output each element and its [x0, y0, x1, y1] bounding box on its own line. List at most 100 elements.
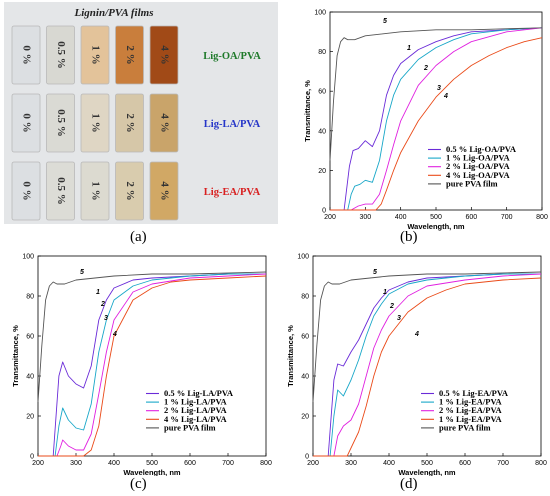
film-series-label: Lig-LA/PVA — [204, 119, 261, 130]
film-concentration-label: 1 % — [89, 181, 101, 200]
curve-number-label: 1 — [96, 289, 100, 296]
curve-number-label: 4 — [443, 93, 448, 100]
x-tick-label: 800 — [260, 460, 272, 467]
legend-entry: 4 % Lig-LA/PVA — [164, 414, 228, 424]
caption-c: (c) — [130, 476, 147, 492]
series-line — [313, 277, 542, 457]
series-line — [313, 273, 541, 457]
series-line — [312, 271, 542, 403]
curve-number-label: 2 — [423, 65, 428, 72]
y-axis-label: Transmittance, % — [303, 80, 312, 142]
x-axis-label: Wavelength, nm — [398, 468, 456, 476]
y-tick-label: 40 — [26, 374, 34, 381]
transmittance-chart-oa: 200 300 400 500 600 700 800 0 20 40 60 80 100 Wavelen… — [303, 10, 548, 232]
legend-entry: 1 % Lig-EA/PVA — [439, 414, 503, 424]
legend-entry: pure PVA film — [446, 178, 498, 188]
y-tick-label: 20 — [301, 414, 309, 421]
legend-entry: 1 % Lig-OA/PVA — [446, 153, 510, 163]
curve-number-label: 5 — [80, 269, 84, 276]
y-tick-label: 0 — [322, 208, 326, 215]
film-concentration-label: 4 % — [158, 181, 170, 200]
legend-entry: 0.5 % Lig-EA/PVA — [439, 388, 509, 398]
x-tick-label: 300 — [345, 460, 357, 467]
film-concentration-label: 0.5 % — [55, 109, 67, 137]
legend-entry: 1 % Lig-LA/PVA — [164, 397, 228, 407]
x-tick-label: 700 — [501, 214, 513, 221]
y-tick-label: 80 — [26, 294, 34, 301]
film-series-label: Lig-OA/PVA — [203, 51, 261, 62]
film-series-label: Lig-EA/PVA — [204, 187, 261, 198]
curve-number-label: 2 — [389, 303, 394, 310]
film-sample — [11, 25, 41, 85]
film-concentration-label: 2 % — [124, 113, 136, 132]
legend-entry: 2 % Lig-EA/PVA — [439, 405, 503, 415]
y-tick-label: 60 — [26, 334, 34, 341]
y-tick-label: 80 — [301, 294, 309, 301]
series-line — [313, 273, 542, 457]
y-tick-label: 60 — [301, 334, 309, 341]
film-sample — [80, 25, 110, 85]
film-sample — [80, 161, 110, 221]
x-tick-label: 400 — [395, 214, 407, 221]
x-tick-label: 500 — [421, 460, 433, 467]
film-sample — [115, 25, 144, 85]
caption-b: (b) — [400, 229, 418, 245]
curve-number-label: 5 — [383, 18, 387, 25]
transmittance-chart-la: 200 300 400 500 600 700 800 0 20 40 60 80 100 Wavelen… — [11, 254, 272, 478]
y-tick-label: 20 — [318, 168, 326, 175]
film-sample — [46, 93, 75, 153]
film-concentration-label: 0 % — [20, 113, 32, 132]
legend-entry: pure PVA film — [439, 422, 491, 432]
film-concentration-label: 0 % — [20, 45, 32, 64]
film-sample — [149, 25, 179, 85]
x-tick-label: 700 — [222, 460, 234, 467]
legend-entry: 1 % Lig-EA/PVA — [439, 397, 503, 407]
series-line — [38, 275, 267, 457]
x-tick-label: 200 — [32, 460, 44, 467]
film-concentration-label: 2 % — [124, 45, 136, 64]
series-line — [38, 273, 266, 457]
film-sample — [11, 161, 41, 221]
y-tick-label: 100 — [314, 10, 326, 17]
curve-number-label: 3 — [397, 315, 401, 322]
x-tick-label: 600 — [465, 214, 477, 221]
film-concentration-label: 1 % — [89, 45, 101, 64]
x-tick-label: 400 — [383, 460, 395, 467]
x-tick-label: 600 — [184, 460, 196, 467]
film-concentration-label: 0.5 % — [55, 41, 67, 69]
x-tick-label: 300 — [359, 214, 371, 221]
curve-number-label: 1 — [383, 289, 387, 296]
film-sample — [46, 25, 75, 85]
series-line — [329, 27, 543, 161]
y-tick-label: 0 — [30, 454, 34, 461]
y-tick-label: 0 — [305, 454, 309, 461]
y-tick-label: 80 — [318, 49, 326, 56]
x-tick-label: 800 — [536, 214, 548, 221]
series-line — [38, 273, 267, 457]
curve-number-label: 5 — [373, 269, 377, 276]
chart-panel-b: 200 300 400 500 600 700 800 0 20 40 60 80 100 Wavelen… — [280, 0, 550, 253]
legend-entry: 2 % Lig-LA/PVA — [164, 405, 228, 415]
film-concentration-label: 2 % — [124, 181, 136, 200]
film-sample — [115, 161, 144, 221]
x-axis-label: Wavelength, nm — [407, 222, 465, 231]
series-line — [37, 271, 267, 403]
legend-entry: 4 % Lig-OA/PVA — [446, 170, 510, 180]
y-tick-label: 40 — [301, 374, 309, 381]
x-tick-label: 700 — [497, 460, 509, 467]
film-photo-panel: Lignin/PVA films 0 % 0.5 % 1 % 2 % 4 % Lig-OA… — [4, 2, 278, 242]
film-sample — [11, 93, 41, 153]
transmittance-chart-ea: 200 300 400 500 600 700 800 0 20 40 60 80 100 Wavelen… — [286, 254, 547, 478]
series-line — [330, 27, 543, 211]
x-tick-label: 500 — [430, 214, 442, 221]
y-axis-label: Transmittance, % — [11, 325, 20, 387]
film-photo: Lignin/PVA films 0 % 0.5 % 1 % 2 % 4 % Lig-OA… — [4, 2, 278, 224]
film-concentration-label: 4 % — [158, 45, 170, 64]
film-concentration-label: 1 % — [89, 113, 101, 132]
photo-title: Lignin/PVA films — [74, 7, 154, 19]
film-sample — [80, 93, 110, 153]
x-tick-label: 300 — [70, 460, 82, 467]
caption-d: (d) — [400, 476, 418, 492]
x-tick-label: 200 — [307, 460, 319, 467]
legend-entry: 0.5 % Lig-LA/PVA — [164, 388, 234, 398]
